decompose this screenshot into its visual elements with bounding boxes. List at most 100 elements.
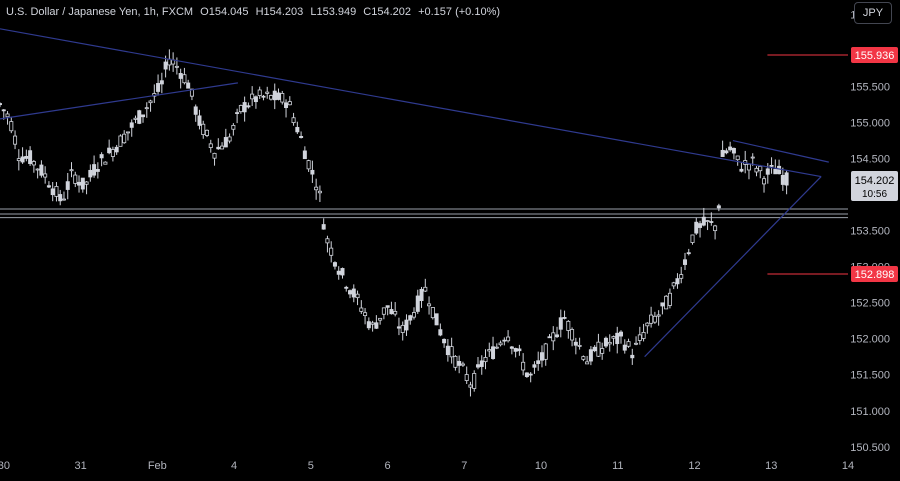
candle-body (521, 361, 526, 371)
candle-body (479, 360, 484, 367)
candle-body (24, 155, 29, 159)
candle-body (581, 356, 586, 360)
candle-body (231, 125, 236, 130)
candle-body (716, 205, 721, 209)
candle-body (189, 88, 194, 97)
candle-body (118, 135, 123, 147)
candle-body (280, 93, 285, 103)
symbol-title: U.S. Dollar / Japanese Yen, 1h, FXCM (6, 6, 194, 18)
candle-body (1, 109, 6, 112)
candle-body (61, 198, 66, 201)
candle-body (317, 190, 322, 194)
candle-body (682, 259, 687, 265)
candle-body (460, 363, 465, 366)
candle-body (649, 314, 654, 324)
y-tick-label: 154.500 (850, 154, 890, 166)
candle-body (340, 268, 345, 276)
candle-body (679, 274, 684, 279)
candle-body (88, 169, 93, 178)
candle-body (329, 247, 334, 256)
candle-body (141, 114, 146, 118)
candle-body (698, 223, 703, 228)
candle-body (746, 163, 751, 171)
candle-body (344, 286, 349, 289)
candle-body (351, 288, 356, 298)
current-price-bg (851, 171, 898, 202)
candle-body (103, 161, 108, 165)
candle-body (506, 336, 511, 342)
y-tick-label: 152.000 (850, 334, 890, 346)
candle-body (588, 349, 593, 362)
x-tick-label: 12 (688, 460, 700, 472)
candle-body (713, 225, 718, 232)
candle-body (539, 352, 544, 361)
candle-body (412, 312, 417, 318)
candle-body (498, 342, 503, 346)
candle-body (385, 305, 390, 308)
candle-body (408, 315, 413, 321)
x-tick-label: 6 (384, 460, 390, 472)
candle-body (212, 152, 217, 159)
candle-body (551, 332, 556, 342)
candle-body (671, 282, 676, 287)
candle-body (287, 101, 292, 106)
candle-body (735, 155, 740, 161)
candle-body (5, 113, 10, 118)
currency-button[interactable]: JPY (854, 2, 892, 24)
candle-body (144, 107, 149, 110)
candle-body (758, 165, 763, 172)
candle-body (378, 317, 383, 321)
candle-body (615, 332, 620, 345)
candle-body (701, 216, 706, 226)
trendline-0 (0, 28, 822, 178)
candle-body (216, 146, 221, 150)
candle-body (186, 82, 191, 89)
candle-body (400, 324, 405, 333)
candle-body (220, 145, 225, 150)
candle-body (619, 331, 624, 337)
trendline-1 (0, 82, 238, 120)
candle-body (464, 374, 469, 381)
candle-body (325, 238, 330, 244)
ohlc-high: H154.203 (255, 6, 304, 18)
candle-body (419, 288, 424, 302)
x-tick-label: Feb (148, 460, 167, 472)
candle-body (765, 168, 770, 175)
candle-body (739, 168, 744, 172)
candle-body (438, 329, 443, 336)
candle-body (363, 312, 368, 316)
candle-body (69, 169, 74, 172)
candle-body (291, 117, 296, 124)
candle-body (295, 127, 300, 133)
current-price-label: 154.202 (855, 175, 895, 187)
x-tick-label: 4 (231, 460, 237, 472)
candle-body (359, 307, 364, 312)
x-tick-label: 31 (74, 460, 86, 472)
candle-body (630, 354, 635, 359)
candle-body (321, 224, 326, 230)
candle-body (381, 307, 386, 315)
level-label-1: 152.898 (855, 269, 895, 281)
candle-body (39, 164, 44, 176)
candle-body (773, 169, 778, 175)
y-tick-label: 155.000 (850, 118, 890, 130)
candle-body (355, 293, 360, 299)
y-tick-label: 152.500 (850, 298, 890, 310)
candle-body (193, 106, 198, 115)
candle-body (731, 147, 736, 154)
candle-body (562, 317, 567, 319)
candle-body (641, 332, 646, 339)
candle-body (235, 112, 240, 114)
candle-body (65, 181, 70, 190)
candle-body (709, 221, 714, 223)
candle-body (603, 337, 608, 347)
candle-body (35, 168, 40, 171)
x-tick-label: 7 (461, 460, 467, 472)
x-tick-label: 30 (0, 460, 10, 472)
y-tick-label: 151.000 (850, 406, 890, 418)
candle-body (784, 172, 789, 186)
level-label-0: 155.936 (855, 50, 895, 62)
candle-body (600, 348, 605, 354)
